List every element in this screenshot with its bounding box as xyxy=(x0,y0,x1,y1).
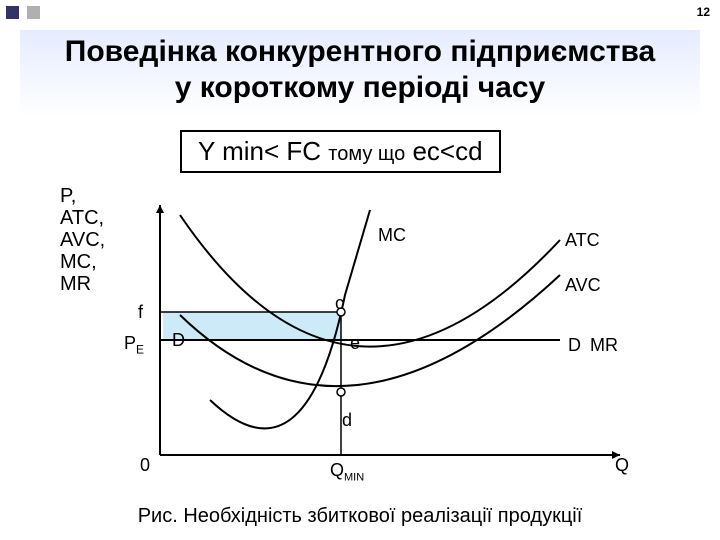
label-d: d xyxy=(342,410,352,431)
label-e: e xyxy=(350,333,360,354)
formula-mid: тому що xyxy=(328,143,405,165)
y-axis-label-block: P, ATC, AVC, MC, MR xyxy=(60,185,105,295)
bullet-dark xyxy=(6,6,19,19)
figure-caption: Рис. Необхідність збиткової реалізації п… xyxy=(0,505,720,528)
label-qmin: QMIN xyxy=(330,460,364,484)
label-avc: AVC xyxy=(565,275,601,296)
label-f: f xyxy=(138,302,143,323)
slide-title: Поведінка конкурентного підприємства у к… xyxy=(20,30,700,116)
label-c: c xyxy=(335,293,344,314)
title-line1: Поведінка конкурентного підприємства xyxy=(65,35,655,68)
label-pe: PE xyxy=(124,333,144,357)
formula-box: Y min< FC тому що ec<cd xyxy=(180,130,501,173)
label-q: Q xyxy=(615,455,629,476)
label-d-left: D xyxy=(172,330,185,351)
title-line2: у короткому періоді часу xyxy=(175,71,546,104)
formula-pre: Y min< FC xyxy=(198,136,328,166)
label-atc: ATC xyxy=(565,230,600,251)
label-d-right: D xyxy=(568,335,581,356)
economics-chart: P, ATC, AVC, MC, MR f PE D D MR MC ATC A… xyxy=(60,185,660,505)
bullet-light xyxy=(27,6,40,19)
page-number: 12 xyxy=(697,5,710,19)
label-mc: MC xyxy=(378,225,406,246)
label-zero: 0 xyxy=(140,455,150,476)
label-mr: MR xyxy=(590,335,618,356)
formula-post: ec<cd xyxy=(405,136,482,166)
corner-bullets xyxy=(6,6,44,24)
